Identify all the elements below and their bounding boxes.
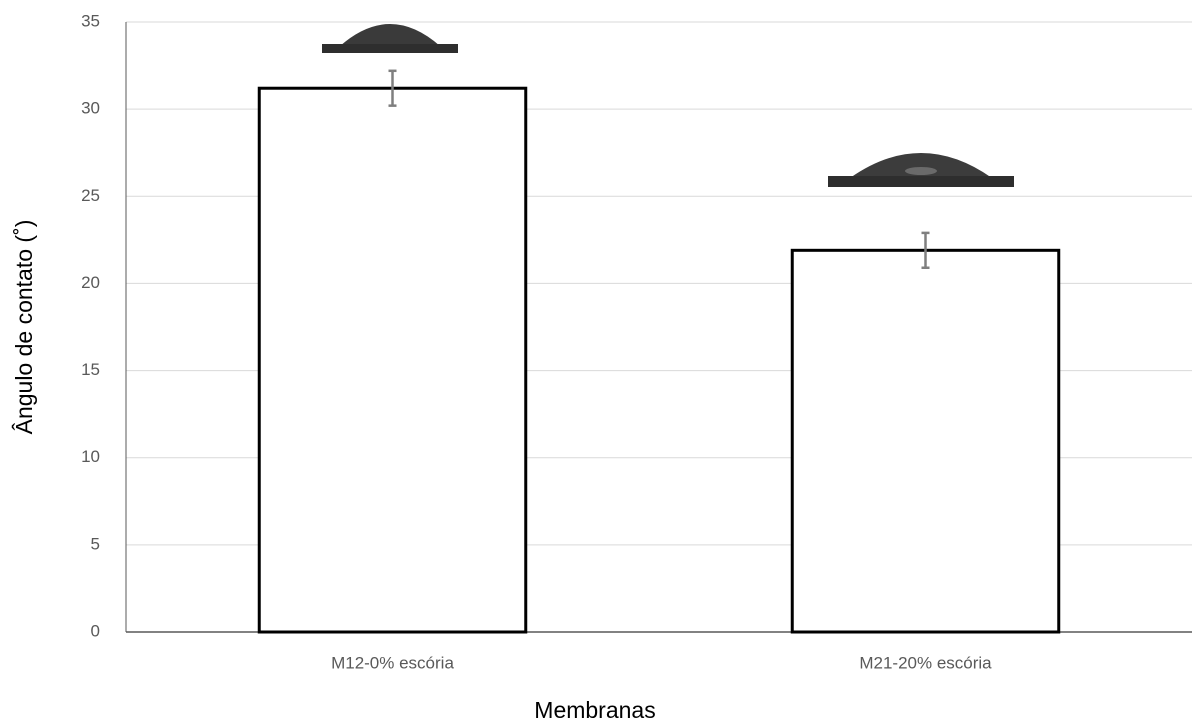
droplet-image: [312, 14, 472, 58]
y-tick-label: 35: [81, 11, 100, 30]
y-tick-label: 20: [81, 273, 100, 292]
chart: Membranas Ângulo de contato (˚) 0 5 10 15 20…: [0, 0, 1192, 725]
x-axis-title: Membranas: [534, 697, 655, 723]
y-tick-label: 0: [91, 621, 100, 640]
y-tick-label: 15: [81, 360, 100, 379]
y-tick-label: 5: [91, 534, 100, 553]
y-tick-label: 30: [81, 99, 100, 118]
x-tick-label: M12-0% escória: [331, 653, 454, 672]
bar: [259, 88, 526, 632]
bar: [792, 250, 1059, 632]
droplet-image: [818, 144, 1024, 194]
x-tick-label: M21-20% escória: [859, 653, 992, 672]
y-tick-label: 10: [81, 447, 100, 466]
y-tick-label: 25: [81, 186, 100, 205]
y-axis-title: Ângulo de contato (˚): [11, 220, 37, 435]
